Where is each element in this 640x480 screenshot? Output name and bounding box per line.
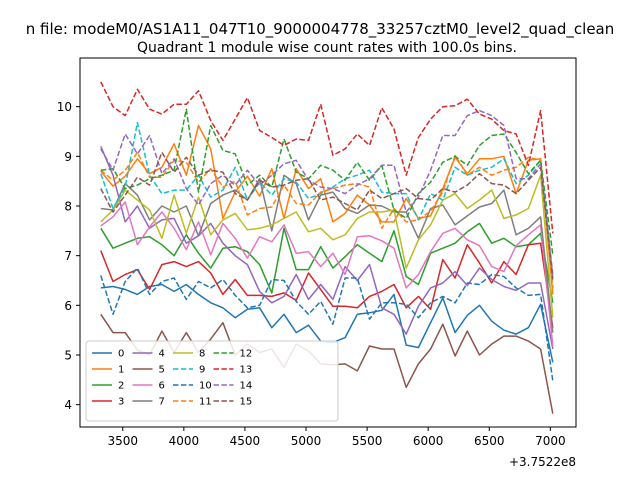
series-15-line: [100, 151, 554, 280]
legend-label-4: 4: [159, 349, 165, 360]
axes-frame: [79, 57, 577, 428]
y-tick-label: 9: [64, 150, 72, 164]
legend-label-3: 3: [118, 397, 124, 408]
legend-label-12: 12: [240, 349, 253, 360]
y-tick-label: 10: [57, 100, 72, 114]
series-12-line: [100, 108, 554, 255]
x-tick-label: 6000: [413, 434, 444, 448]
legend-label-13: 13: [240, 365, 253, 376]
x-tick-label: 4500: [230, 434, 261, 448]
series-4-line: [100, 146, 554, 350]
legend-label-11: 11: [199, 397, 212, 408]
y-tick-label: 8: [64, 199, 72, 213]
y-tick-label: 6: [64, 299, 72, 313]
series-8-line: [100, 174, 554, 318]
series-10-line: [100, 267, 554, 381]
x-tick-label: 7000: [535, 434, 566, 448]
legend-label-9: 9: [199, 365, 205, 376]
y-tick-label: 7: [64, 249, 72, 263]
legend-label-14: 14: [240, 381, 253, 392]
legend-label-6: 6: [159, 381, 165, 392]
legend-label-15: 15: [240, 397, 253, 408]
y-axis: 4 5 6 7 8 9 10: [57, 100, 80, 412]
series-3-line: [100, 242, 554, 328]
x-tick-label: 3500: [107, 434, 138, 448]
series-2-line: [100, 222, 554, 303]
x-tick-label: 6500: [474, 434, 505, 448]
series-6-line: [100, 201, 554, 347]
series-7-line: [100, 174, 554, 333]
legend-label-10: 10: [199, 381, 212, 392]
legend-label-7: 7: [159, 397, 165, 408]
legend-label-2: 2: [118, 381, 124, 392]
series-1-line: [100, 124, 554, 295]
legend-label-0: 0: [118, 349, 124, 360]
legend-label-8: 8: [199, 349, 205, 360]
x-offset-label: +3.7522e8: [509, 455, 576, 469]
legend-label-5: 5: [159, 365, 165, 376]
chart-title: Quadrant 1 module wise count rates with …: [137, 40, 517, 56]
x-tick-label: 4000: [169, 434, 200, 448]
x-tick-label: 5500: [352, 434, 383, 448]
legend-label-1: 1: [118, 365, 124, 376]
x-tick-label: 5000: [291, 434, 322, 448]
y-tick-label: 5: [64, 348, 72, 362]
x-axis: 3500 4000 4500 5000 5500 6000 6500 7000: [107, 427, 566, 448]
figure-suptitle: n file: modeM0/AS1A11_047T10_9000004778_…: [26, 20, 615, 39]
y-tick-label: 4: [64, 398, 72, 412]
series-13-line: [100, 81, 554, 234]
